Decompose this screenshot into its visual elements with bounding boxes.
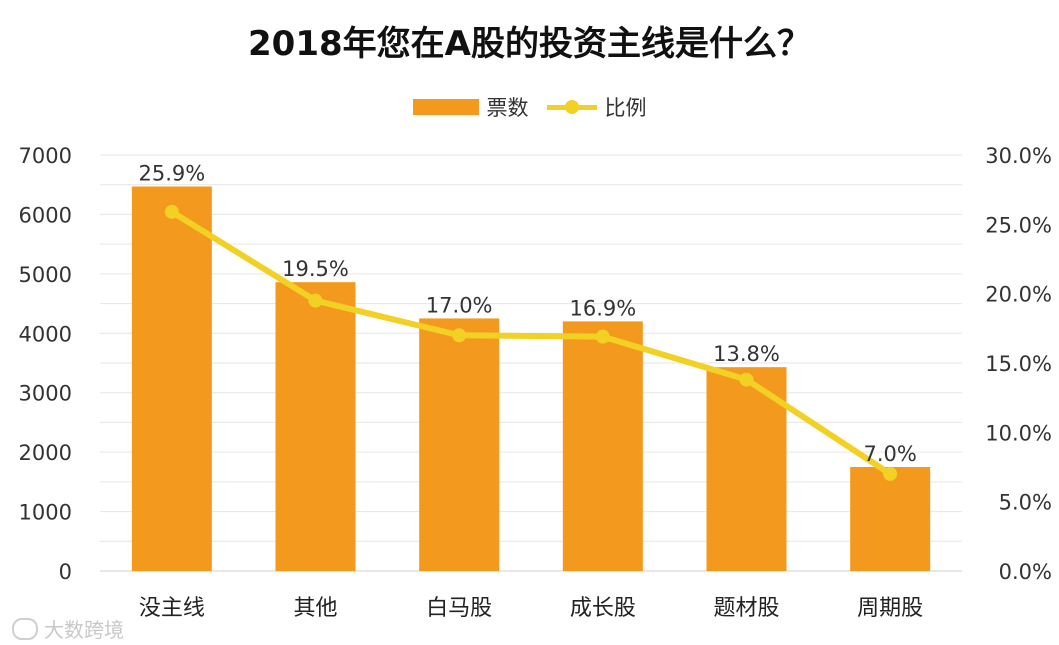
x-tick-label: 其他 [293, 596, 337, 621]
y-left-tick-label: 5000 [19, 263, 72, 287]
y-left-tick-label: 4000 [19, 322, 72, 346]
legend-label-ratio: 比例 [604, 96, 647, 120]
data-label: 13.8% [713, 342, 780, 366]
x-tick-label: 成长股 [570, 596, 636, 621]
y-right-tick-label: 5.0% [999, 491, 1052, 515]
x-tick-label: 没主线 [139, 596, 205, 621]
x-tick-label: 题材股 [713, 596, 779, 621]
y-right-tick-label: 15.0% [985, 352, 1052, 376]
y-right-tick-label: 20.0% [985, 283, 1052, 307]
ratio-point [308, 293, 323, 308]
ratio-point [739, 372, 754, 387]
data-label: 17.0% [426, 293, 493, 317]
bar [850, 467, 931, 571]
bar [419, 318, 500, 571]
ratio-point [883, 466, 898, 481]
bar [706, 367, 787, 571]
bar [131, 186, 212, 572]
data-label: 16.9% [569, 296, 636, 320]
y-right-tick-label: 10.0% [985, 421, 1052, 445]
y-left-tick-label: 2000 [19, 441, 72, 465]
x-tick-label: 周期股 [857, 596, 923, 621]
legend-item-votes: 票数 [412, 92, 529, 122]
bar [275, 282, 356, 571]
y-right-tick-label: 25.0% [985, 213, 1052, 237]
y-right-tick-label: 30.0% [985, 144, 1052, 168]
x-tick-label: 白马股 [426, 596, 492, 621]
data-label: 25.9% [138, 161, 205, 185]
legend: 票数 比例 [0, 92, 1059, 122]
data-label: 7.0% [863, 442, 916, 466]
watermark: 大数跨境 [12, 614, 124, 643]
ratio-point [452, 328, 467, 343]
y-left-tick-label: 7000 [19, 144, 72, 168]
chart-title: 2018年您在A股的投资主线是什么？ [248, 24, 811, 64]
ratio-line [168, 208, 894, 477]
legend-item-ratio: 比例 [546, 92, 647, 122]
y-left-tick-label: 1000 [19, 501, 72, 525]
y-left-tick-label: 6000 [19, 203, 72, 227]
ratio-point [164, 204, 179, 219]
bar [562, 321, 643, 571]
legend-swatch-line [546, 99, 597, 115]
ratio-point [595, 329, 610, 344]
y-right-tick-label: 0.0% [999, 560, 1052, 584]
y-left-tick-label: 0 [59, 560, 72, 584]
data-label: 19.5% [282, 257, 349, 281]
watermark-text: 大数跨境 [44, 618, 124, 642]
watermark-icon [12, 617, 38, 640]
legend-label-votes: 票数 [486, 96, 529, 120]
y-left-tick-label: 3000 [19, 382, 72, 406]
legend-swatch-bar [412, 99, 479, 115]
